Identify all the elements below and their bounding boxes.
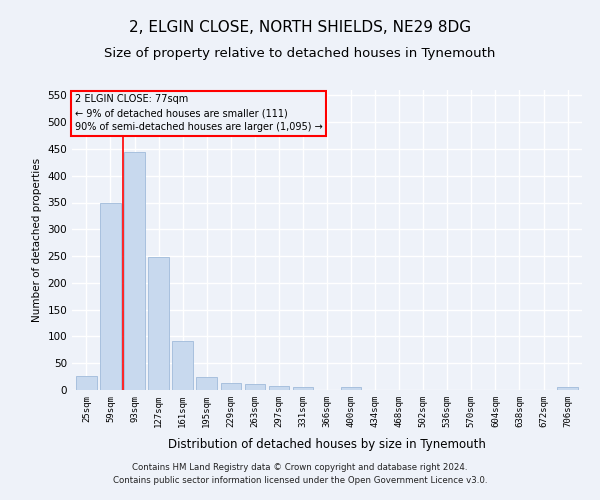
Bar [196, 377, 217, 390]
Bar [172, 340, 193, 390]
Bar [100, 202, 121, 390]
Text: 2, ELGIN CLOSE, NORTH SHIELDS, NE29 8DG: 2, ELGIN CLOSE, NORTH SHIELDS, NE29 8DG [129, 20, 471, 35]
Bar [124, 152, 145, 390]
Bar [76, 376, 97, 390]
Bar [341, 388, 361, 390]
Bar [269, 386, 289, 390]
Text: 2 ELGIN CLOSE: 77sqm
← 9% of detached houses are smaller (111)
90% of semi-detac: 2 ELGIN CLOSE: 77sqm ← 9% of detached ho… [74, 94, 322, 132]
Bar [148, 257, 169, 390]
Bar [557, 388, 578, 390]
Text: Contains HM Land Registry data © Crown copyright and database right 2024.
Contai: Contains HM Land Registry data © Crown c… [113, 464, 487, 485]
Bar [245, 384, 265, 390]
X-axis label: Distribution of detached houses by size in Tynemouth: Distribution of detached houses by size … [168, 438, 486, 451]
Text: Size of property relative to detached houses in Tynemouth: Size of property relative to detached ho… [104, 48, 496, 60]
Y-axis label: Number of detached properties: Number of detached properties [32, 158, 42, 322]
Bar [221, 382, 241, 390]
Bar [293, 387, 313, 390]
